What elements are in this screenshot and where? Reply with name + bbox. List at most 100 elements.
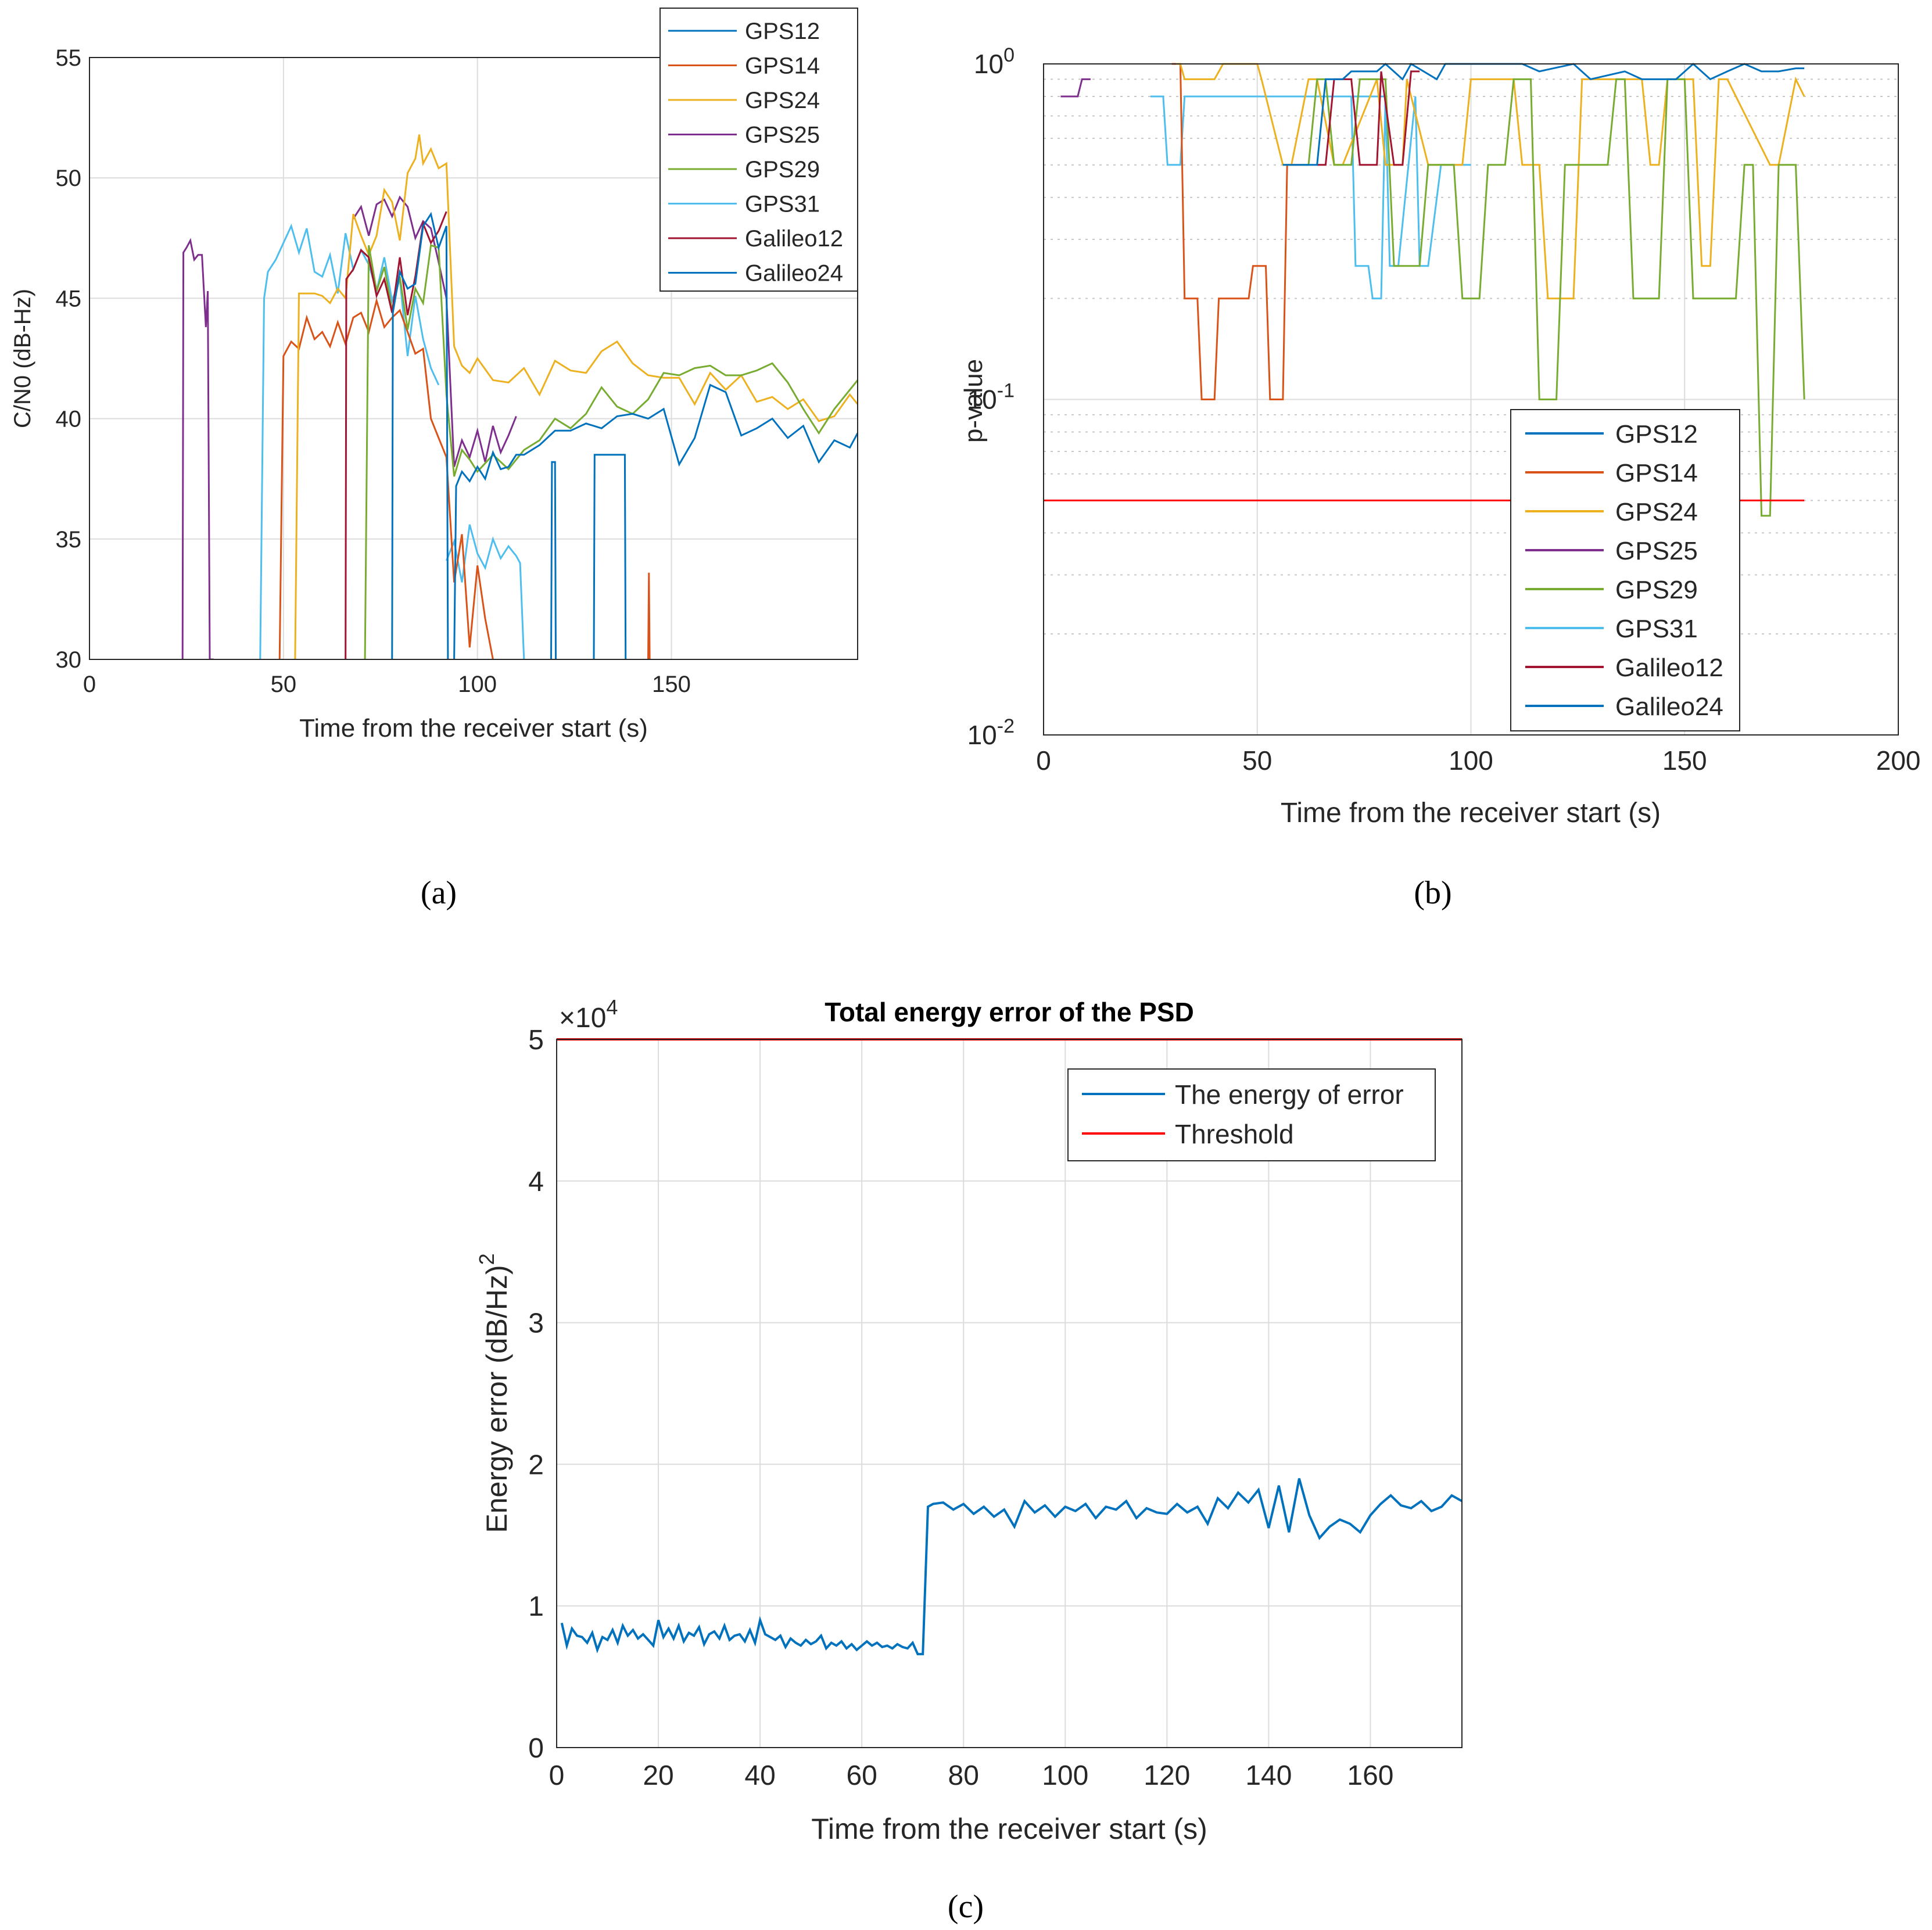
panel-c-ytick-label: 2 [528, 1450, 544, 1480]
panel-a-xtick-label: 50 [271, 672, 297, 697]
panel-a-axes-box [89, 57, 858, 660]
panel-b-legend-label: GPS29 [1615, 576, 1698, 604]
panel-c-xtick-label: 100 [1042, 1760, 1088, 1791]
panel-a-series-gps29 [364, 244, 858, 659]
panel-a-series-galileo24 [593, 454, 627, 659]
panel-b-xlabel: Time from the receiver start (s) [1281, 798, 1661, 828]
panel-a-xtick-label: 0 [83, 672, 96, 697]
panel-b-series-galileo12 [1317, 70, 1420, 166]
panel-a-legend-label: GPS31 [745, 192, 820, 217]
panel-c-ytick-label: 0 [528, 1733, 544, 1764]
panel-a-series-gps24 [294, 134, 858, 659]
panel-a-series-galileo24 [453, 383, 858, 659]
panel-b-series-gps25 [1060, 78, 1091, 98]
panel-b-ytick-label: 10-1 [967, 380, 1015, 415]
panel-a-series [181, 134, 858, 659]
panel-b-series-gps31 [1350, 96, 1386, 300]
panel-b-series [1044, 62, 1805, 517]
panel-c-xtick-label: 120 [1144, 1760, 1190, 1791]
panel-c-series-energy [560, 1478, 1463, 1656]
panel-c-legend-box [1067, 1068, 1436, 1161]
panel-b-xtick-label: 150 [1662, 745, 1707, 776]
panel-b-series-gps31 [1150, 95, 1471, 267]
panel-c-xtick-label: 140 [1245, 1760, 1292, 1791]
panel-a-xlabel: Time from the receiver start (s) [299, 714, 648, 742]
panel-a-ytick-label: 45 [56, 286, 82, 311]
panel-b-label: (b) [1414, 875, 1451, 911]
panel-c-xtick-label: 40 [744, 1760, 775, 1791]
panel-c-xtick-label: 160 [1347, 1760, 1393, 1791]
panel-b-legend-label: GPS12 [1615, 420, 1698, 449]
panel-b-ticks: 0 50 100 150 200 10-2 10-1 100 [967, 44, 1921, 776]
panel-a-xtick-label: 100 [458, 672, 497, 697]
panel-c-ylabel: Energy error (dB/Hz)2 [475, 1253, 513, 1533]
panel-a-series-gps12 [391, 211, 449, 659]
panel-a-ytick-label: 40 [56, 407, 82, 432]
panel-a-legend-label: GPS25 [745, 123, 820, 148]
panel-b-legend-label: Galileo24 [1615, 693, 1723, 721]
panel-c-xtick-label: 0 [549, 1760, 565, 1791]
panel-b-legend-label: GPS31 [1615, 615, 1698, 643]
panel-b-series-gps24 [1176, 63, 1805, 300]
panel-a-ytick-label: 30 [56, 647, 82, 673]
panel-c-xlabel: Time from the receiver start (s) [811, 1813, 1207, 1845]
panel-a-series-galileo24 [550, 461, 557, 659]
panel-a-cn0-chart: 0 50 100 150 30 35 40 45 50 55 Time from the rece… [10, 8, 858, 911]
panel-c-xtick-label: 80 [948, 1760, 979, 1791]
panel-c-xtick-label: 20 [643, 1760, 673, 1791]
panel-c-axes-box [556, 1039, 1463, 1748]
panel-b-series-gps14 [1171, 63, 1300, 400]
panel-a-legend: GPS12 GPS14 GPS24 GPS25 GPS29 GPS31 Galileo12 G… [659, 8, 858, 292]
panel-b-ylabel: p-value [959, 359, 988, 443]
panel-c-title: Total energy error of the PSD [825, 997, 1194, 1027]
panel-a-label: (a) [421, 875, 457, 911]
panel-a-legend-label: GPS29 [745, 157, 820, 182]
panel-a-series-gps14 [647, 572, 651, 659]
panel-b-xtick-label: 200 [1876, 745, 1921, 776]
panel-b-pvalue-chart: 0 50 100 150 200 10-2 10-1 100 Time from the re… [959, 44, 1920, 911]
panel-c-ytick-label: 1 [528, 1591, 544, 1622]
panel-a-legend-label: GPS24 [745, 88, 820, 113]
panel-a-legend-box [659, 8, 858, 292]
panel-b-xtick-label: 50 [1242, 745, 1272, 776]
panel-c-legend: The energy of error Threshold [1067, 1068, 1436, 1161]
panel-c-legend-label: The energy of error [1175, 1079, 1404, 1110]
panel-a-series-gps31 [445, 524, 525, 659]
panel-c-legend-label: Threshold [1175, 1119, 1294, 1149]
panel-a-ytick-label: 50 [56, 166, 82, 191]
panel-b-legend-label: GPS25 [1615, 537, 1698, 565]
panel-a-xtick-label: 150 [652, 672, 691, 697]
panel-a-ylabel: C/N0 (dB-Hz) [10, 289, 35, 428]
panel-a-ytick-label: 55 [56, 45, 82, 71]
panel-c-energy-chart: 0 20 40 60 80 100 120 140 160 0 1 2 3 4 5 Total energy… [475, 995, 1463, 1925]
panel-a-series-gps25 [352, 195, 517, 467]
panel-c-xtick-label: 60 [846, 1760, 877, 1791]
panel-b-axes-box [1043, 63, 1899, 736]
panel-a-legend-label: Galileo12 [745, 226, 843, 252]
panel-a-ticks: 0 50 100 150 30 35 40 45 50 55 [56, 45, 691, 697]
panel-c-ytick-label: 3 [528, 1308, 544, 1339]
panel-b-legend-label: GPS24 [1615, 498, 1698, 526]
panel-b-legend-label: GPS14 [1615, 459, 1698, 487]
panel-b-ytick-label: 10-2 [967, 715, 1015, 750]
panel-c-label: (c) [948, 1889, 984, 1925]
panel-a-series-gps25 [181, 238, 214, 659]
panel-b-ytick-label: 100 [974, 44, 1015, 79]
panel-a-series-gps31 [259, 223, 440, 659]
panel-b-xtick-label: 100 [1449, 745, 1493, 776]
panel-c-ticks: 0 20 40 60 80 100 120 140 160 0 1 2 3 4 5 [528, 1025, 1393, 1791]
panel-b-xtick-label: 0 [1036, 745, 1051, 776]
panel-a-series-gps14 [278, 297, 494, 659]
panel-b-series-gps29 [1300, 78, 1805, 517]
panel-a-ytick-label: 35 [56, 527, 82, 553]
panel-a-legend-label: GPS14 [745, 53, 820, 79]
panel-b-legend: GPS12 GPS14 GPS24 GPS25 GPS29 GPS31 Galileo12 G… [1510, 409, 1740, 731]
panel-a-legend-label: Galileo24 [745, 261, 843, 286]
panel-b-legend-label: Galileo12 [1615, 654, 1723, 682]
panel-c-ytick-label: 4 [528, 1167, 544, 1197]
panel-c-y-multiplier: ×104 [559, 995, 618, 1034]
panel-a-legend-label: GPS12 [745, 19, 820, 44]
panel-b-legend-box [1510, 409, 1740, 731]
panel-c-ytick-label: 5 [528, 1025, 544, 1056]
